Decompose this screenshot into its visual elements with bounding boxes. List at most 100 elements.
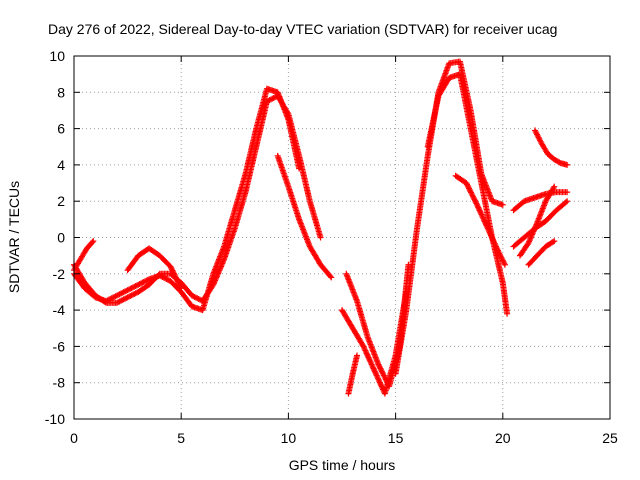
data-point <box>380 371 387 378</box>
data-point <box>473 200 480 207</box>
data-point <box>173 275 180 282</box>
data-point <box>127 293 134 300</box>
data-point <box>369 362 376 369</box>
data-point <box>175 279 182 286</box>
data-point <box>468 190 475 197</box>
data-point <box>374 375 381 382</box>
data-point <box>123 295 130 302</box>
data-point <box>368 360 375 367</box>
data-point <box>103 298 110 305</box>
data-point <box>131 290 138 297</box>
y-axis-label: SDTVAR / TECUs <box>6 181 22 293</box>
data-point <box>113 292 120 299</box>
data-point <box>377 365 384 372</box>
plot-frame <box>73 55 611 420</box>
data-point <box>90 238 97 245</box>
data-point <box>113 299 120 306</box>
data-point <box>491 239 498 246</box>
data-point <box>170 270 177 277</box>
data-point <box>376 378 383 385</box>
data-point <box>143 277 150 284</box>
data-point <box>489 236 496 243</box>
data-point <box>477 208 484 215</box>
x-tick-label: 0 <box>70 430 78 446</box>
data-point <box>120 296 127 303</box>
data-point <box>484 224 491 231</box>
data-point <box>364 353 371 360</box>
data-point <box>373 371 380 378</box>
y-tick-label: 4 <box>57 157 65 173</box>
data-point <box>365 354 372 361</box>
data-point <box>382 376 389 383</box>
data-point <box>269 95 276 102</box>
data-point <box>360 343 367 350</box>
data-point <box>192 294 199 301</box>
data-point <box>158 273 165 280</box>
data-point <box>476 207 483 214</box>
data-point <box>132 283 139 290</box>
data-point <box>470 193 477 200</box>
data-point <box>471 196 478 203</box>
data-point <box>468 189 475 196</box>
data-point <box>487 230 494 237</box>
data-point <box>479 212 486 219</box>
data-point <box>485 226 492 233</box>
data-point <box>124 294 131 301</box>
data-point <box>486 229 493 236</box>
data-point <box>105 296 112 303</box>
data-point <box>127 285 134 292</box>
data-point <box>115 299 122 306</box>
axis-ticks: 0 5 10 15 20 25 -10 -8 -6 -4 -2 0 2 4 6 8 10 <box>45 48 618 446</box>
data-point <box>481 217 488 224</box>
data-point <box>363 350 370 357</box>
data-point <box>133 282 140 289</box>
data-point <box>381 373 388 380</box>
data-point <box>551 183 558 190</box>
x-tick-label: 20 <box>495 430 511 446</box>
data-point <box>135 281 142 288</box>
data-point <box>475 204 482 211</box>
data-point <box>371 366 378 373</box>
data-point <box>470 195 477 202</box>
data-point <box>491 240 498 247</box>
series-track-o <box>525 238 558 268</box>
data-point <box>171 271 178 278</box>
data-point <box>564 161 571 168</box>
data-point <box>362 348 369 355</box>
data-point <box>123 287 130 294</box>
data-point <box>488 233 495 240</box>
data-point <box>467 188 474 195</box>
data-point <box>376 362 383 369</box>
data-point <box>489 235 496 242</box>
series-track-d <box>124 245 185 292</box>
data-point <box>564 198 571 205</box>
data-point <box>380 372 387 379</box>
data-point <box>478 211 485 218</box>
data-point <box>383 377 390 384</box>
series-track-l <box>531 127 571 168</box>
data-point <box>129 284 136 291</box>
data-point <box>119 297 126 304</box>
data-point <box>124 287 131 294</box>
data-point <box>167 263 174 270</box>
data-point <box>375 361 382 368</box>
data-point <box>121 295 128 302</box>
data-point <box>472 199 479 206</box>
data-point <box>551 238 558 245</box>
data-point <box>112 293 119 300</box>
data-point <box>466 185 473 192</box>
chart-title: Day 276 of 2022, Sidereal Day-to-day VTE… <box>48 21 557 37</box>
data-point <box>178 285 185 292</box>
data-point <box>191 293 198 300</box>
series-track-h <box>345 352 361 397</box>
plot-area <box>71 58 571 397</box>
series-track-p <box>516 183 558 259</box>
data-point <box>550 238 557 245</box>
data-point <box>129 291 136 298</box>
data-point <box>481 218 488 225</box>
data-point <box>499 201 506 208</box>
data-point <box>188 292 195 299</box>
data-point <box>493 244 500 251</box>
data-point <box>174 278 181 285</box>
data-point <box>372 369 379 376</box>
